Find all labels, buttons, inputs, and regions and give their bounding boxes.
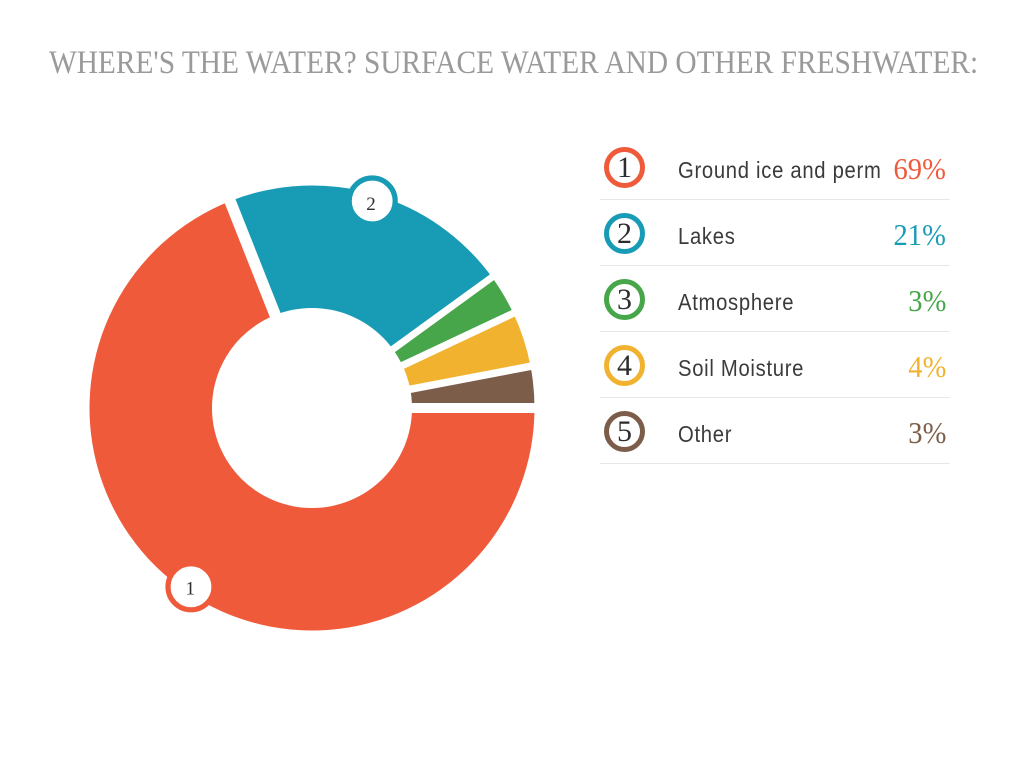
- svg-text:2: 2: [366, 194, 376, 215]
- svg-text:1: 1: [185, 578, 195, 599]
